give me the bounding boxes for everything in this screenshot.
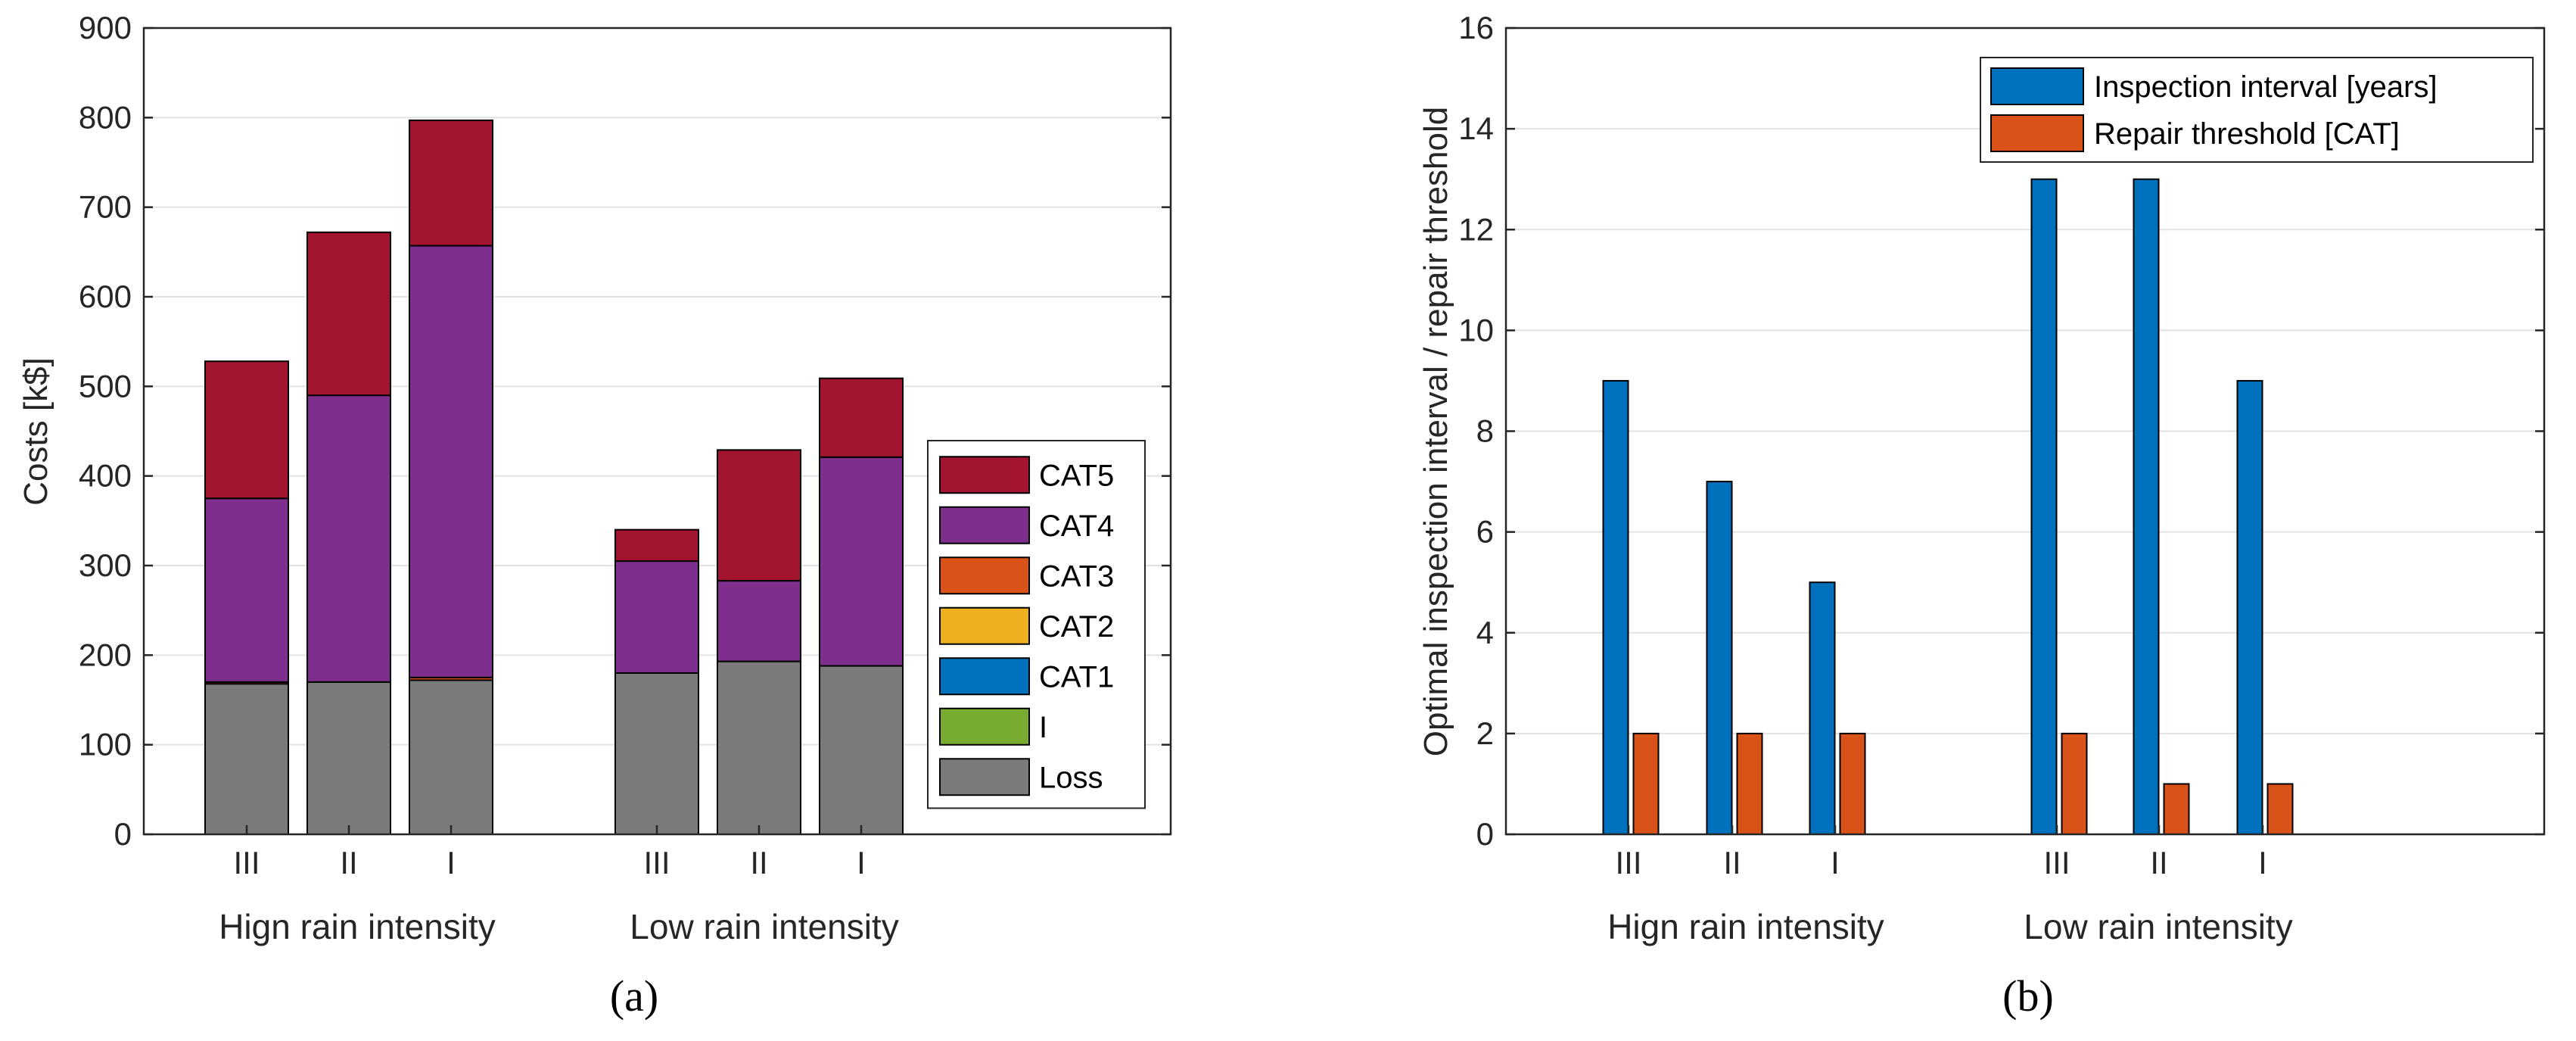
b-bar xyxy=(1602,379,1629,835)
b-bar xyxy=(1736,732,1763,835)
b-bar xyxy=(1632,732,1660,835)
b-legend-label: Inspection interval [years] xyxy=(2094,70,2438,104)
b-bar xyxy=(2266,783,2294,835)
a-x-tick-label: II xyxy=(340,845,357,880)
b-bar xyxy=(2163,783,2190,835)
b-bar xyxy=(1809,581,1836,835)
b-y-axis-label: Optimal inspection interval / repair thr… xyxy=(1417,107,1454,756)
a-y-tick-label: 400 xyxy=(79,458,132,494)
a-y-tick-label: 0 xyxy=(114,816,132,852)
a-bar-segment xyxy=(717,449,801,582)
a-group-label-high: Hign rain intensity xyxy=(219,907,496,946)
a-bar-segment xyxy=(204,683,289,836)
a-bar-segment xyxy=(614,528,699,563)
a-x-tick-label: I xyxy=(446,845,456,880)
b-bar xyxy=(2236,379,2263,835)
a-legend: CAT5 CAT4 CAT3 CAT2 CAT1 I Loss xyxy=(927,440,1146,809)
a-x-ticks: III II I III II I xyxy=(233,825,866,880)
a-legend-swatch xyxy=(939,657,1030,696)
b-y-tick-label: 10 xyxy=(1458,312,1494,348)
b-x-tick-label: II xyxy=(2150,845,2167,880)
b-panel-label: (b) xyxy=(2002,971,2054,1021)
b-bar xyxy=(1706,481,1733,835)
b-x-tick-label: I xyxy=(2258,845,2267,880)
a-y-tick-label: 900 xyxy=(79,10,132,45)
b-y-ticks: 0 2 4 6 8 10 12 14 16 xyxy=(1458,10,2544,852)
a-bars xyxy=(204,119,904,836)
a-bar-segment xyxy=(614,672,699,835)
b-x-tick-label: III xyxy=(2043,845,2070,880)
b-bars xyxy=(1602,178,2294,835)
b-x-tick-label: II xyxy=(1723,845,1741,880)
a-bar-segment xyxy=(614,560,699,674)
b-bar xyxy=(2133,178,2160,835)
a-bar-segment xyxy=(204,360,289,500)
a-legend-label: I xyxy=(1039,711,1047,744)
a-legend-swatch xyxy=(939,456,1030,494)
b-y-tick-label: 14 xyxy=(1458,111,1494,146)
a-y-tick-label: 100 xyxy=(79,727,132,762)
a-legend-label: Loss xyxy=(1039,761,1103,794)
b-legend-swatch xyxy=(1990,114,2084,152)
a-y-tick-label: 500 xyxy=(79,368,132,404)
a-x-tick-label: III xyxy=(643,845,670,880)
a-bar-segment xyxy=(409,119,493,247)
b-y-tick-label: 4 xyxy=(1476,615,1494,650)
a-legend-label: CAT4 xyxy=(1039,510,1114,543)
a-legend-swatch xyxy=(939,606,1030,645)
a-y-ticks: 0 100 200 300 400 500 600 700 800 900 xyxy=(79,10,1171,852)
b-legend-label: Repair threshold [CAT] xyxy=(2094,117,2400,151)
a-bar-segment xyxy=(819,456,904,667)
b-y-tick-label: 6 xyxy=(1476,514,1494,550)
a-bar-segment xyxy=(819,377,904,458)
a-legend-swatch xyxy=(939,506,1030,544)
b-legend: Inspection interval [years] Repair thresh… xyxy=(1980,57,2534,163)
a-y-tick-label: 700 xyxy=(79,189,132,225)
a-bar-segment xyxy=(409,679,493,836)
a-legend-swatch xyxy=(939,556,1030,595)
a-legend-label: CAT5 xyxy=(1039,459,1114,492)
b-y-tick-label: 8 xyxy=(1476,413,1494,449)
a-bar-segment xyxy=(204,497,289,683)
a-y-tick-label: 200 xyxy=(79,637,132,672)
a-bar-segment xyxy=(717,660,801,835)
b-group-label-high: Hign rain intensity xyxy=(1607,907,1884,946)
b-legend-swatch xyxy=(1990,67,2084,105)
b-bar xyxy=(2030,178,2058,835)
a-bar-segment xyxy=(717,580,801,662)
a-y-tick-label: 600 xyxy=(79,279,132,314)
b-x-ticks: III II I III II I xyxy=(1615,825,2267,880)
b-bar xyxy=(1839,732,1866,835)
a-bar-segment xyxy=(306,231,391,397)
a-bar-segment xyxy=(819,665,904,835)
a-legend-label: CAT3 xyxy=(1039,559,1114,593)
a-y-tick-label: 300 xyxy=(79,547,132,583)
a-legend-label: CAT1 xyxy=(1039,660,1114,693)
b-x-tick-label: I xyxy=(1831,845,1840,880)
a-y-tick-label: 800 xyxy=(79,99,132,135)
b-y-tick-label: 16 xyxy=(1458,10,1494,45)
a-bar-segment xyxy=(409,245,493,678)
a-x-tick-label: III xyxy=(233,845,260,880)
a-legend-label: CAT2 xyxy=(1039,610,1114,644)
a-x-tick-label: I xyxy=(857,845,866,880)
a-bar-segment xyxy=(306,394,391,683)
b-grid xyxy=(1506,128,2544,734)
b-x-tick-label: III xyxy=(1615,845,1641,880)
a-panel-label: (a) xyxy=(610,971,658,1021)
a-legend-swatch xyxy=(939,707,1030,746)
a-bar-segment xyxy=(306,681,391,835)
b-y-tick-label: 2 xyxy=(1476,715,1494,751)
b-group-label-low: Low rain intensity xyxy=(2024,907,2292,946)
a-x-tick-label: II xyxy=(750,845,767,880)
a-group-label-low: Low rain intensity xyxy=(630,907,898,946)
b-y-tick-label: 12 xyxy=(1458,211,1494,247)
a-y-axis-label: Costs [k$] xyxy=(17,357,54,506)
b-bar xyxy=(2061,732,2088,835)
b-y-tick-label: 0 xyxy=(1476,816,1494,852)
a-legend-swatch xyxy=(939,758,1030,796)
